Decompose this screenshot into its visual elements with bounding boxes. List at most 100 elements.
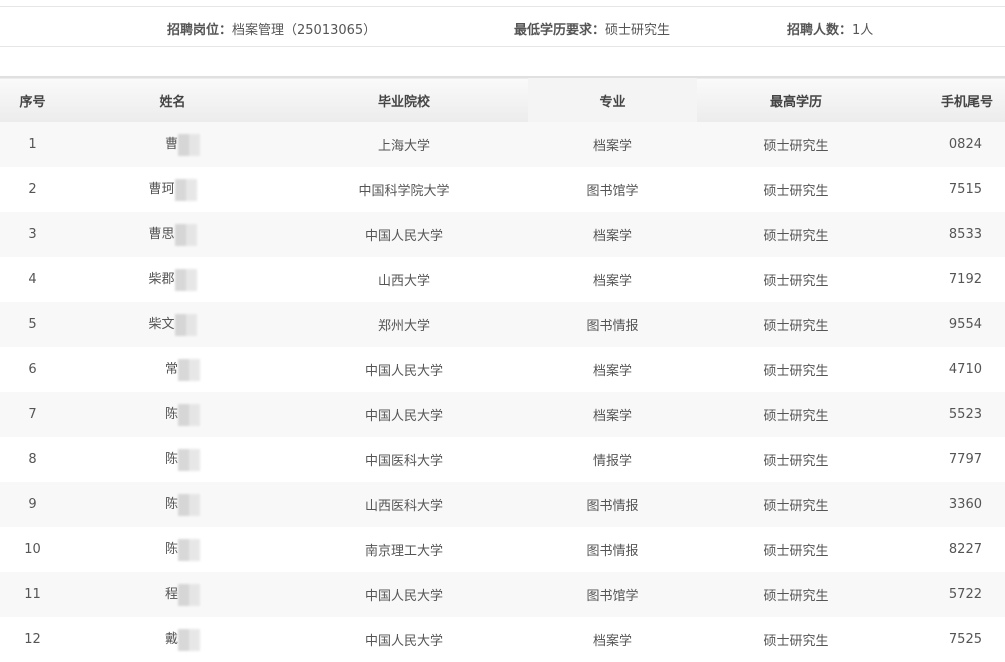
table-row: 2 曹珂 中国科学院大学 图书馆学 硕士研究生 7515 [0,167,1005,212]
cell-degree: 硕士研究生 [763,589,829,604]
divider [0,6,1005,7]
header-major[interactable]: 专业 [528,77,697,122]
cell-no: 4 [28,272,37,287]
cell-name: 曹珂 [65,167,280,212]
table-row: 1 曹 上海大学 档案学 硕士研究生 0824 [0,122,1005,167]
cell-major: 档案学 [592,229,632,244]
cell-name: 陈 [65,482,280,527]
cell-phone: 7797 [948,452,982,467]
cell-name: 曹思 [65,212,280,257]
cell-phone: 8533 [948,227,982,242]
cell-major: 图书情报 [586,544,639,559]
cell-phone: 4710 [948,362,982,377]
cell-degree: 硕士研究生 [763,229,829,244]
table-row: 12 戴 中国人民大学 档案学 硕士研究生 7525 [0,617,1005,662]
cell-major: 图书情报 [586,499,639,514]
cell-major: 档案学 [592,409,632,424]
cell-school: 中国科学院大学 [358,184,450,199]
cell-phone: 5523 [948,407,982,422]
cell-no: 5 [28,317,37,332]
cell-degree: 硕士研究生 [763,634,829,649]
table-row: 8 陈 中国医科大学 情报学 硕士研究生 7797 [0,437,1005,482]
cell-major: 档案学 [592,634,632,649]
table-row: 5 柴文 郑州大学 图书情报 硕士研究生 9554 [0,302,1005,347]
cell-school: 上海大学 [377,139,430,154]
cell-school: 郑州大学 [377,319,430,334]
count-info: 招聘人数：1人 [787,23,874,38]
cell-major: 图书馆学 [586,184,639,199]
cell-degree: 硕士研究生 [763,274,829,289]
cell-phone: 0824 [948,137,982,152]
cell-degree: 硕士研究生 [763,184,829,199]
cell-no: 9 [28,497,37,512]
candidate-table: 序号 姓名 毕业院校 专业 最高学历 手机尾号 1 曹 上海大学 档案学 硕士研… [0,76,1005,662]
cell-no: 10 [24,542,41,557]
cell-phone: 8227 [948,542,982,557]
redacted-name-blur [178,448,200,471]
cell-phone: 3360 [948,497,982,512]
cell-name: 戴 [65,617,280,662]
cell-degree: 硕士研究生 [763,364,829,379]
cell-school: 中国人民大学 [364,589,443,604]
cell-major: 图书情报 [586,319,639,334]
cell-no: 2 [28,182,37,197]
cell-name: 常 [65,347,280,392]
cell-major: 档案学 [592,139,632,154]
redacted-name-blur [178,133,200,156]
cell-major: 档案学 [592,364,632,379]
redacted-name-blur [178,628,200,651]
cell-name: 程 [65,572,280,617]
table-row: 7 陈 中国人民大学 档案学 硕士研究生 5523 [0,392,1005,437]
cell-degree: 硕士研究生 [763,454,829,469]
redacted-name-blur [178,493,200,516]
cell-degree: 硕士研究生 [763,499,829,514]
cell-school: 中国医科大学 [364,454,443,469]
recruitment-info-bar: 招聘岗位：档案管理（25013065） 最低学历要求：硕士研究生 招聘人数：1人 [0,7,1005,47]
redacted-name-blur [178,538,200,561]
cell-name: 陈 [65,437,280,482]
cell-no: 3 [28,227,37,242]
redacted-name-blur [174,268,197,291]
cell-school: 中国人民大学 [364,409,443,424]
cell-phone: 7192 [948,272,982,287]
cell-school: 山西医科大学 [364,499,443,514]
cell-school: 中国人民大学 [364,229,443,244]
redacted-name-blur [178,403,200,426]
cell-name: 柴郡 [65,257,280,302]
education-info: 最低学历要求：硕士研究生 [514,23,671,38]
cell-no: 1 [28,137,37,152]
cell-no: 8 [28,452,37,467]
table-row: 11 程 中国人民大学 图书馆学 硕士研究生 5722 [0,572,1005,617]
table-row: 9 陈 山西医科大学 图书情报 硕士研究生 3360 [0,482,1005,527]
cell-degree: 硕士研究生 [763,544,829,559]
cell-school: 中国人民大学 [364,634,443,649]
cell-phone: 7515 [948,182,982,197]
cell-no: 6 [28,362,37,377]
header-degree: 最高学历 [769,94,822,110]
cell-phone: 5722 [948,587,982,602]
header-name: 姓名 [159,94,186,110]
cell-school: 山西大学 [377,274,430,289]
redacted-name-blur [178,583,200,606]
redacted-name-blur [174,223,197,246]
cell-major: 档案学 [592,274,632,289]
cell-phone: 7525 [948,632,982,647]
header-phone: 手机尾号 [940,94,993,110]
cell-school: 南京理工大学 [364,544,443,559]
redacted-name-blur [178,358,200,381]
cell-no: 11 [24,587,41,602]
cell-major: 图书馆学 [586,589,639,604]
cell-name: 曹 [65,122,280,167]
cell-degree: 硕士研究生 [763,139,829,154]
cell-degree: 硕士研究生 [763,409,829,424]
header-school: 毕业院校 [377,94,430,110]
cell-major: 情报学 [592,454,632,469]
cell-name: 柴文 [65,302,280,347]
table-row: 10 陈 南京理工大学 图书情报 硕士研究生 8227 [0,527,1005,572]
header-no: 序号 [19,94,46,110]
cell-degree: 硕士研究生 [763,319,829,334]
redacted-name-blur [174,313,197,336]
redacted-name-blur [174,178,197,201]
position-info: 招聘岗位：档案管理（25013065） [167,23,377,38]
table-row: 6 常 中国人民大学 档案学 硕士研究生 4710 [0,347,1005,392]
